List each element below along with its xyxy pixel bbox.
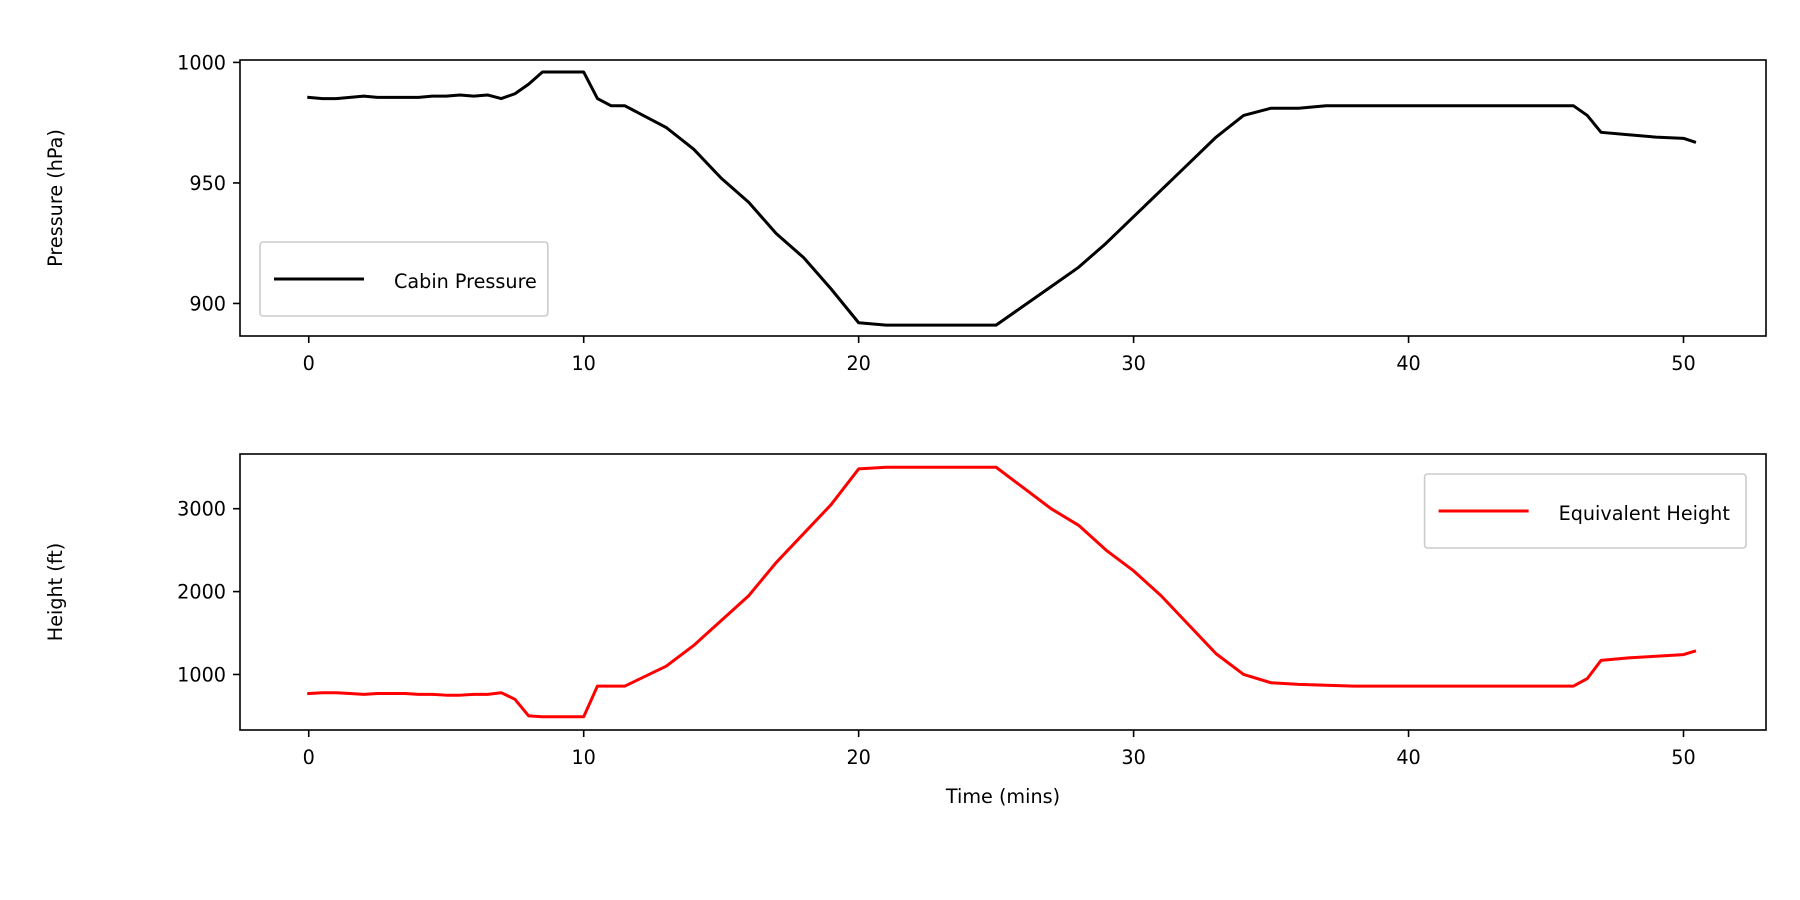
time-x-axis-label: Time (mins) [945,785,1060,808]
pressure-x-tick-label: 30 [1121,352,1145,375]
height-y-tick-label: 1000 [177,663,226,686]
pressure-legend-label: Cabin Pressure [394,270,537,293]
height-y-tick-label: 2000 [177,581,226,604]
height-x-ticks: 0 10 20 30 40 50 [303,730,1696,769]
height-y-ticks: 1000 2000 3000 [177,498,240,686]
height-subplot: 0 10 20 30 40 50 1000 2000 3000 Height (ft) Tim… [44,453,1767,808]
pressure-subplot: 0 10 20 30 40 50 900 950 1000 Pressure (hPa) Ca… [44,51,1767,375]
pressure-x-ticks: 0 10 20 30 40 50 [303,336,1696,375]
pressure-plot-lines [307,70,1697,327]
pressure-series-line-0 [307,70,1697,327]
height-x-tick-label: 40 [1396,746,1420,769]
height-x-tick-label: 30 [1121,746,1145,769]
pressure-legend-box [259,241,549,317]
pressure-x-tick-label: 50 [1671,352,1695,375]
pressure-y-tick-label: 1000 [177,51,226,74]
height-x-tick-label: 0 [303,746,315,769]
pressure-y-tick-label: 900 [189,292,226,315]
pressure-x-tick-label: 0 [303,352,315,375]
height-legend-box [1423,473,1747,549]
pressure-x-tick-label: 40 [1396,352,1420,375]
pressure-x-tick-label: 10 [571,352,595,375]
pressure-x-tick-label: 20 [846,352,870,375]
height-legend: Equivalent Height [1423,473,1747,549]
height-x-tick-label: 10 [571,746,595,769]
pressure-legend: Cabin Pressure [259,241,549,317]
height-y-tick-label: 3000 [177,498,226,521]
pressure-y-ticks: 900 950 1000 [177,51,240,315]
height-plot-lines [307,465,1697,719]
pressure-axes-frame [239,59,1767,337]
pressure-y-tick-label: 950 [189,172,226,195]
height-legend-label: Equivalent Height [1559,502,1731,525]
height-x-tick-label: 20 [846,746,870,769]
pressure-y-axis-label: Pressure (hPa) [44,129,67,267]
height-y-axis-label: Height (ft) [44,543,67,641]
height-series-line-0 [307,465,1697,719]
height-x-tick-label: 50 [1671,746,1695,769]
